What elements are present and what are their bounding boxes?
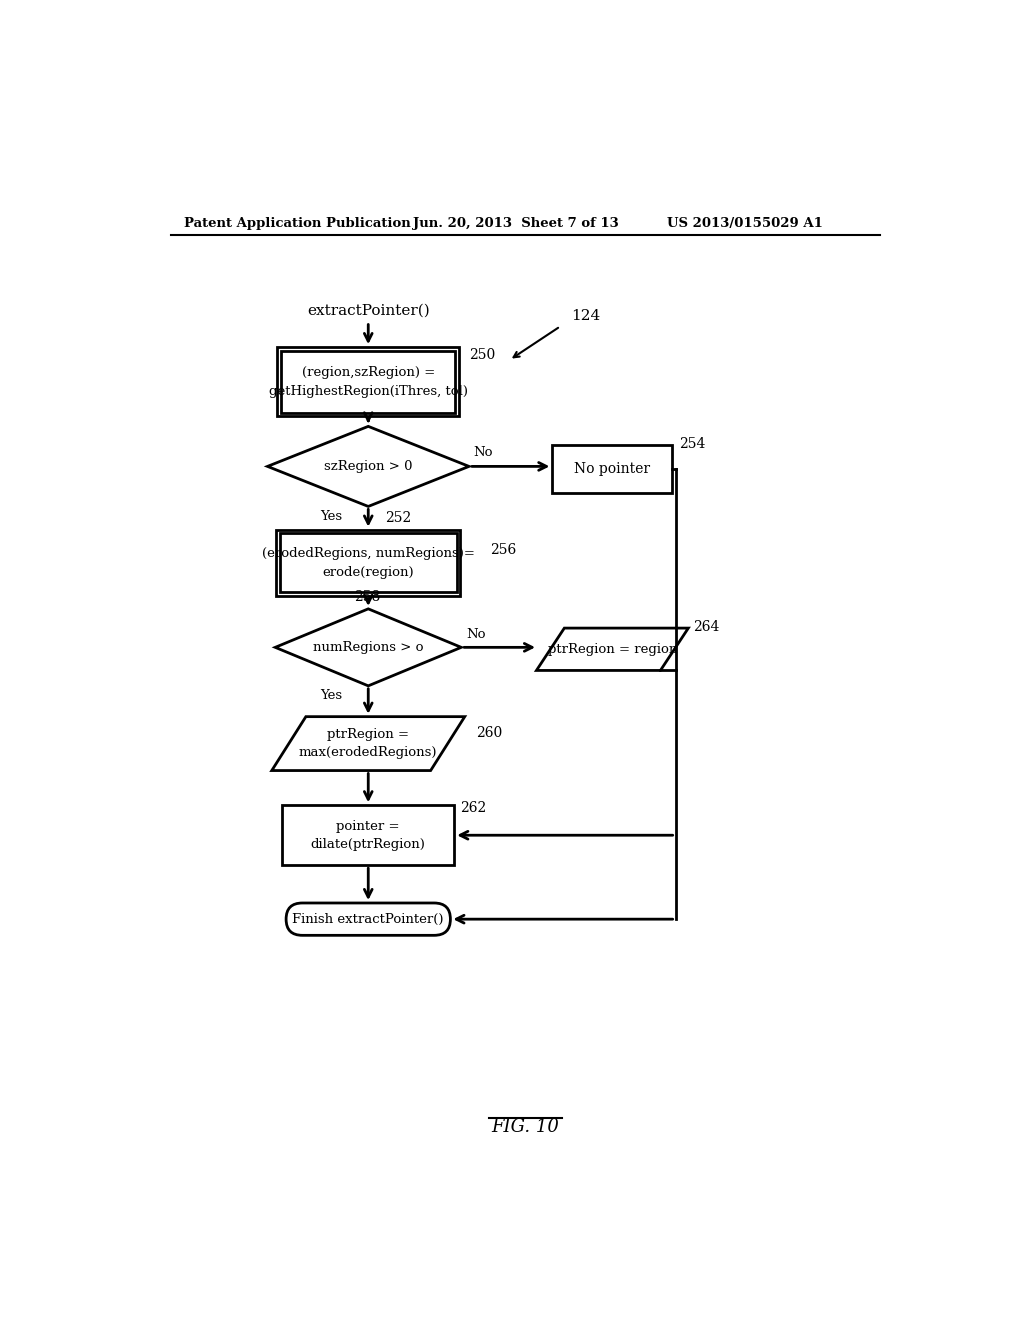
Text: 262: 262 bbox=[461, 800, 486, 814]
Text: FIG. 10: FIG. 10 bbox=[490, 1118, 559, 1137]
Text: 256: 256 bbox=[489, 544, 516, 557]
Text: 252: 252 bbox=[385, 511, 412, 525]
Text: pointer =
dilate(ptrRegion): pointer = dilate(ptrRegion) bbox=[311, 820, 426, 850]
Text: Jun. 20, 2013  Sheet 7 of 13: Jun. 20, 2013 Sheet 7 of 13 bbox=[414, 216, 618, 230]
Text: (erodedRegions, numRegions)=
erode(region): (erodedRegions, numRegions)= erode(regio… bbox=[262, 546, 475, 578]
Text: Finish extractPointer(): Finish extractPointer() bbox=[293, 912, 444, 925]
Text: extractPointer(): extractPointer() bbox=[307, 304, 430, 317]
Text: Yes: Yes bbox=[321, 510, 342, 523]
Text: ptrRegion = region: ptrRegion = region bbox=[548, 643, 677, 656]
Polygon shape bbox=[537, 628, 688, 671]
Text: 250: 250 bbox=[469, 348, 495, 363]
Text: (region,szRegion) =
getHighestRegion(iThres, tol): (region,szRegion) = getHighestRegion(iTh… bbox=[268, 366, 468, 397]
Text: 254: 254 bbox=[679, 437, 705, 451]
Text: Yes: Yes bbox=[321, 689, 342, 702]
Text: 258: 258 bbox=[354, 590, 381, 605]
Polygon shape bbox=[267, 426, 469, 507]
Text: No: No bbox=[466, 628, 485, 642]
Text: 124: 124 bbox=[571, 309, 600, 323]
Text: 260: 260 bbox=[475, 726, 502, 739]
Text: ptrRegion =
max(erodedRegions): ptrRegion = max(erodedRegions) bbox=[299, 729, 437, 759]
Bar bbox=[280, 533, 457, 591]
Bar bbox=[276, 529, 461, 595]
Polygon shape bbox=[271, 717, 465, 771]
Bar bbox=[283, 805, 455, 866]
Bar bbox=[278, 347, 460, 416]
FancyBboxPatch shape bbox=[286, 903, 451, 936]
Text: No: No bbox=[474, 446, 494, 459]
Polygon shape bbox=[275, 609, 461, 686]
Bar bbox=[552, 445, 673, 494]
Text: No pointer: No pointer bbox=[574, 462, 650, 477]
Text: US 2013/0155029 A1: US 2013/0155029 A1 bbox=[667, 216, 822, 230]
Text: numRegions > o: numRegions > o bbox=[313, 640, 424, 653]
Text: 264: 264 bbox=[693, 620, 719, 634]
Text: Patent Application Publication: Patent Application Publication bbox=[183, 216, 411, 230]
Bar bbox=[281, 351, 456, 412]
Text: szRegion > 0: szRegion > 0 bbox=[324, 459, 413, 473]
